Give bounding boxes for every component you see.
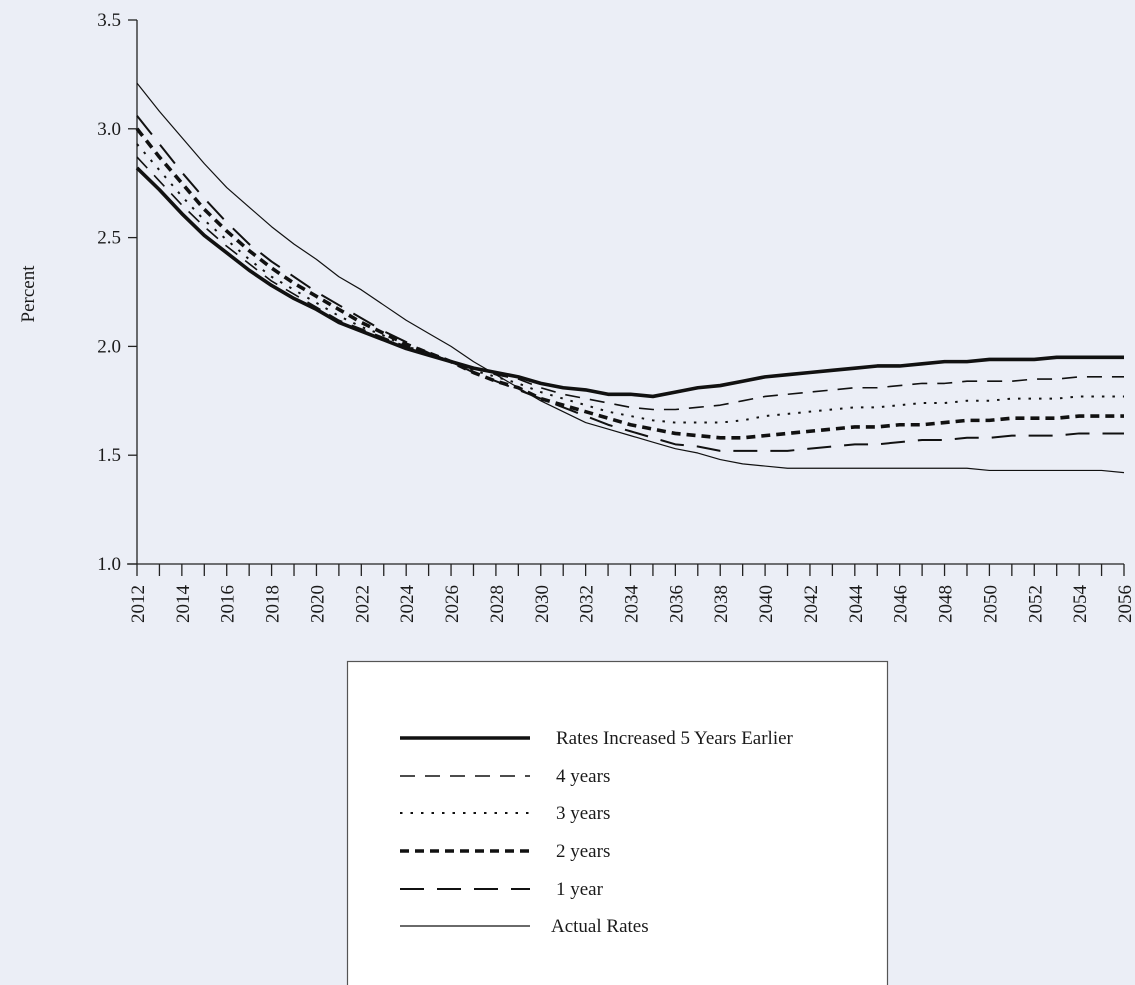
x-tick-label: 2014 bbox=[173, 585, 194, 624]
x-tick-label: 2032 bbox=[577, 585, 598, 623]
x-tick-label: 2046 bbox=[891, 585, 912, 623]
x-tick-label: 2034 bbox=[622, 585, 643, 624]
x-tick-label: 2020 bbox=[307, 585, 328, 623]
x-tick-label: 2026 bbox=[442, 585, 463, 623]
series-line-1 bbox=[135, 166, 1124, 399]
x-tick-label: 2056 bbox=[1115, 585, 1135, 623]
x-tick-label: 2016 bbox=[218, 585, 239, 623]
legend-label-6: Actual Rates bbox=[551, 916, 649, 937]
x-tick-label: 2048 bbox=[936, 585, 957, 623]
x-tick-label: 2050 bbox=[980, 585, 1001, 623]
legend-label-2: 4 years bbox=[556, 766, 610, 787]
y-axis: 1.0 1.5 2.0 2.5 3.0 3.5 bbox=[97, 10, 138, 575]
y-tick-label: 2.0 bbox=[97, 336, 121, 357]
legend: Rates Increased 5 Years Earlier 4 years 3 … bbox=[346, 660, 889, 985]
legend-label-3: 3 years bbox=[556, 803, 610, 824]
y-tick-label: 1.5 bbox=[97, 445, 121, 466]
y-axis-title: Percent bbox=[18, 265, 39, 323]
x-tick-label: 2028 bbox=[487, 585, 508, 623]
series-line-6 bbox=[136, 82, 1125, 474]
x-tick-label: 2042 bbox=[801, 585, 822, 623]
x-tick-label: 2024 bbox=[397, 585, 418, 624]
x-axis: 2012 2014 2016 2018 2020 2022 2024 2026 2028 2030… bbox=[127, 563, 1135, 624]
legend-label-1: Rates Increased 5 Years Earlier bbox=[556, 728, 794, 749]
y-tick-label: 3.0 bbox=[97, 119, 121, 140]
x-tick-label: 2022 bbox=[352, 585, 373, 623]
y-tick-label: 2.5 bbox=[97, 228, 121, 249]
x-tick-label: 2030 bbox=[532, 585, 553, 623]
x-tick-label: 2040 bbox=[756, 585, 777, 623]
y-tick-label: 3.5 bbox=[97, 10, 121, 31]
x-tick-label: 2036 bbox=[666, 585, 687, 623]
legend-label-4: 2 years bbox=[556, 841, 610, 862]
series-line-2 bbox=[136, 156, 1124, 411]
series-line-5 bbox=[136, 115, 1124, 452]
x-tick-label: 2018 bbox=[263, 585, 284, 623]
x-tick-label: 2054 bbox=[1070, 585, 1091, 624]
x-tick-label: 2038 bbox=[711, 585, 732, 623]
x-tick-label: 2044 bbox=[846, 585, 867, 624]
series-line-4 bbox=[135, 127, 1124, 440]
legend-label-5: 1 year bbox=[556, 879, 604, 900]
y-tick-label: 1.0 bbox=[97, 554, 121, 575]
x-tick-label: 2052 bbox=[1025, 585, 1046, 623]
x-tick-label: 2012 bbox=[128, 585, 149, 623]
series-layer bbox=[135, 82, 1125, 474]
legend-box bbox=[346, 660, 889, 985]
